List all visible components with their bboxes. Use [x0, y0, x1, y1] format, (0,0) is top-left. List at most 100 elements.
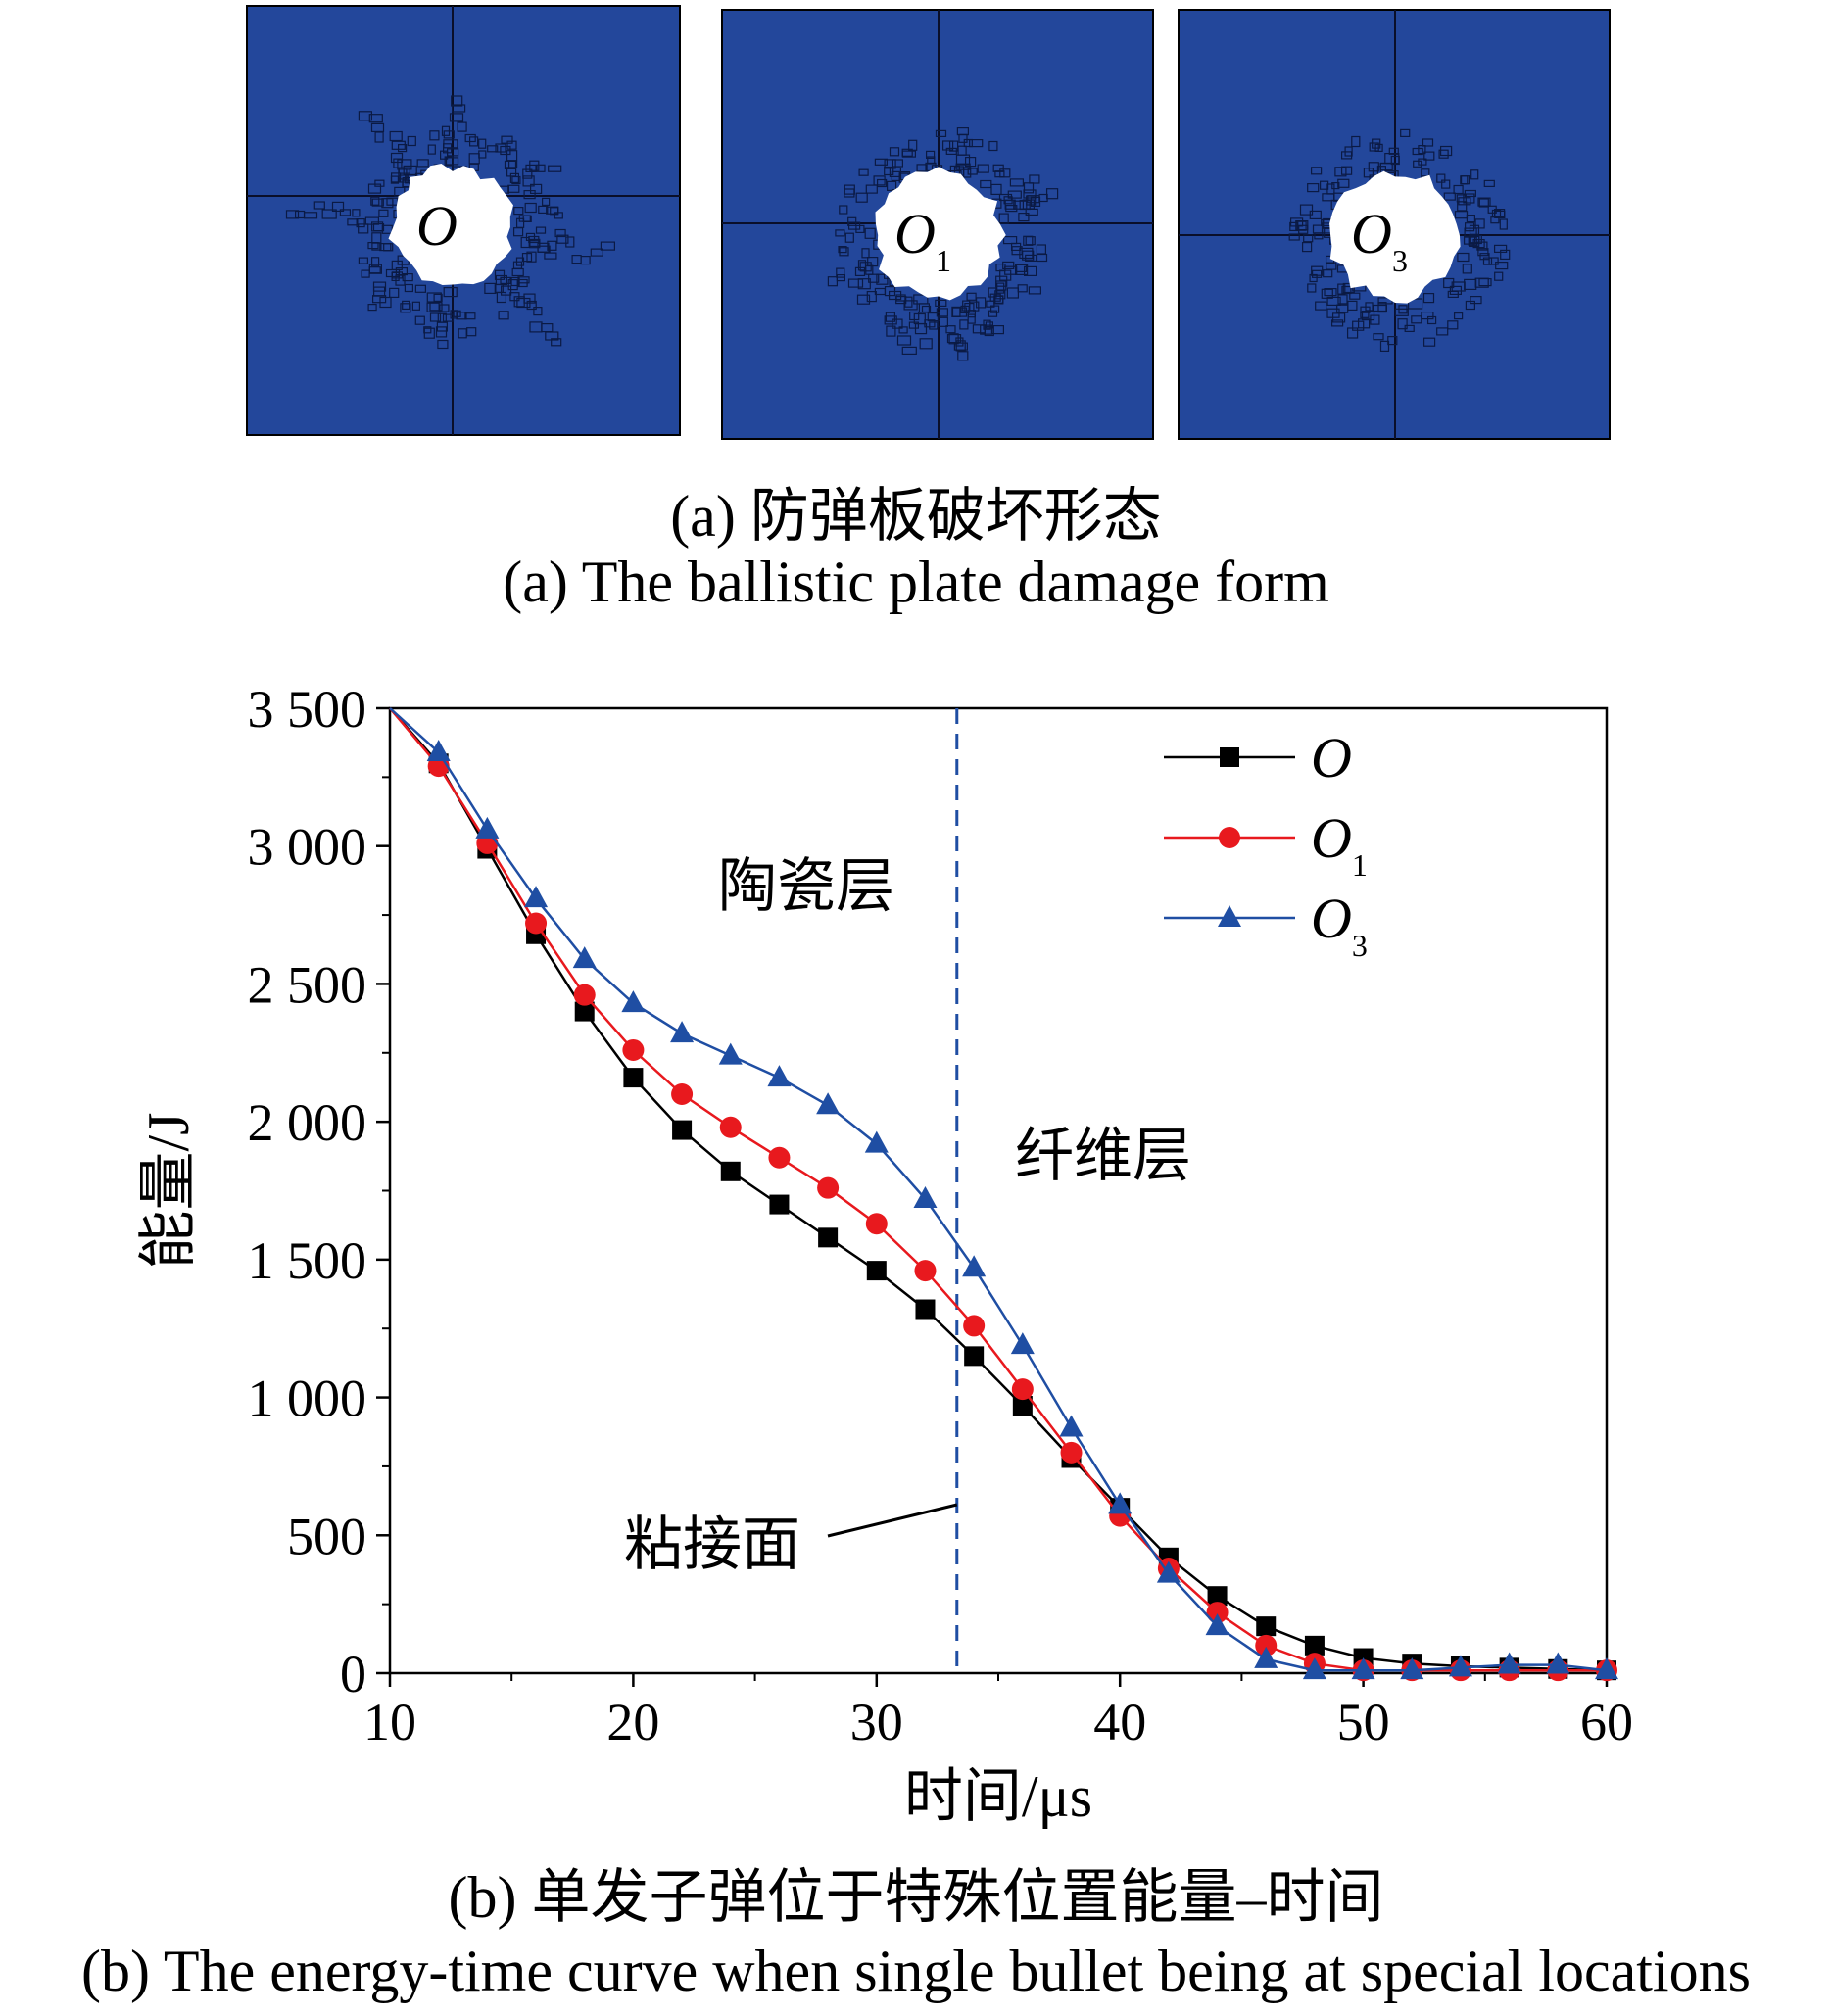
crack-cell — [964, 303, 975, 313]
crack-cell — [827, 276, 839, 287]
crack-cell — [1303, 234, 1314, 243]
crack-cell — [367, 304, 377, 312]
crack-cell — [855, 192, 868, 203]
crack-cell — [1340, 166, 1353, 175]
crack-cell — [945, 325, 956, 334]
penetration-hole — [1329, 170, 1461, 304]
crack-cell — [339, 209, 351, 216]
crack-cell — [523, 293, 536, 304]
crack-cell — [1360, 311, 1370, 318]
crack-cell — [529, 183, 543, 194]
crack-cell — [1336, 304, 1349, 313]
data-point — [1304, 1635, 1325, 1656]
crack-cell — [995, 275, 1008, 287]
crack-cell — [600, 241, 616, 251]
crack-cell — [1457, 252, 1470, 263]
crack-cell — [1004, 199, 1016, 210]
crack-cell — [526, 251, 537, 263]
crack-cell — [857, 260, 867, 271]
crack-cell — [411, 301, 420, 311]
crack-cell — [541, 197, 551, 206]
crack-cell — [951, 306, 961, 317]
crack-cell — [873, 175, 886, 186]
crack-cell — [1340, 151, 1353, 160]
data-point — [1595, 1657, 1618, 1680]
crack-cell — [998, 213, 1009, 224]
crack-cell — [1315, 301, 1327, 311]
crack-cell — [1487, 205, 1497, 214]
crack-cell — [948, 140, 959, 152]
crack-cell — [504, 160, 517, 169]
crack-cell — [929, 321, 939, 330]
crack-cell — [1002, 236, 1018, 245]
annotation-pointer — [827, 1503, 958, 1538]
crack-cell — [1023, 189, 1037, 199]
crack-cell — [847, 216, 857, 226]
crack-cell — [513, 207, 524, 216]
caption-a-en: (a) The ballistic plate damage form — [503, 550, 1329, 614]
crack-cell — [529, 160, 540, 171]
crack-cell — [1418, 158, 1427, 166]
crack-cell — [957, 351, 969, 361]
legend-label: O3 — [1311, 887, 1368, 963]
crack-cell — [963, 138, 973, 148]
crack-cell — [835, 229, 845, 237]
data-point — [572, 946, 597, 969]
crack-cell — [1346, 327, 1359, 339]
data-point — [1546, 1652, 1570, 1674]
crack-cell — [358, 111, 372, 121]
crack-cell — [390, 152, 404, 164]
crack-cell — [1453, 184, 1464, 195]
data-point — [1011, 1378, 1034, 1401]
crack-cell — [936, 308, 949, 317]
crack-cell — [1499, 218, 1508, 230]
crack-cell — [1423, 151, 1435, 161]
crack-cell — [551, 338, 562, 347]
crack-cell — [393, 158, 403, 168]
data-point — [816, 1092, 841, 1115]
data-point — [1256, 1616, 1277, 1637]
series-line — [389, 707, 1607, 1672]
crack-cell — [556, 234, 569, 244]
plate-2: O1 — [721, 9, 1154, 440]
crack-cell — [916, 164, 928, 172]
crack-cell — [898, 326, 908, 334]
data-point — [817, 1176, 840, 1199]
crack-cell — [554, 212, 563, 219]
crack-cell — [407, 135, 416, 147]
crack-cell — [429, 312, 442, 322]
crack-cell — [414, 315, 425, 325]
crack-cell — [1482, 257, 1493, 265]
data-point — [622, 1038, 645, 1061]
crack-cell — [398, 144, 408, 153]
y-tick-label: 0 — [340, 1645, 366, 1704]
crack-cell — [1453, 312, 1464, 320]
crack-cell — [1372, 138, 1381, 149]
crack-cell — [884, 166, 894, 176]
crack-cell — [313, 201, 325, 210]
crack-cell — [352, 209, 361, 217]
crack-cell — [526, 300, 537, 311]
y-tick-label: 1 500 — [248, 1231, 367, 1290]
crack-cell — [1488, 257, 1499, 265]
crack-cell — [895, 296, 907, 305]
crack-cell — [924, 319, 936, 328]
crack-cell — [1018, 213, 1030, 222]
y-tick-label: 1 000 — [248, 1369, 367, 1428]
data-point — [913, 1185, 938, 1208]
crack-cell — [515, 217, 525, 228]
data-point — [964, 1346, 985, 1367]
crack-cell — [908, 139, 918, 151]
caption-a-cn: (a) 防弹板破坏形态 — [670, 484, 1162, 549]
crack-cell — [331, 201, 345, 212]
crack-cell — [1400, 128, 1411, 137]
crack-cell — [964, 157, 977, 168]
crack-cell — [379, 296, 392, 309]
crack-cell — [507, 279, 518, 291]
crack-cell — [426, 302, 440, 312]
crack-cell — [464, 133, 476, 143]
data-point — [524, 886, 549, 908]
crack-cell — [439, 304, 450, 312]
crack-cell — [955, 337, 964, 347]
